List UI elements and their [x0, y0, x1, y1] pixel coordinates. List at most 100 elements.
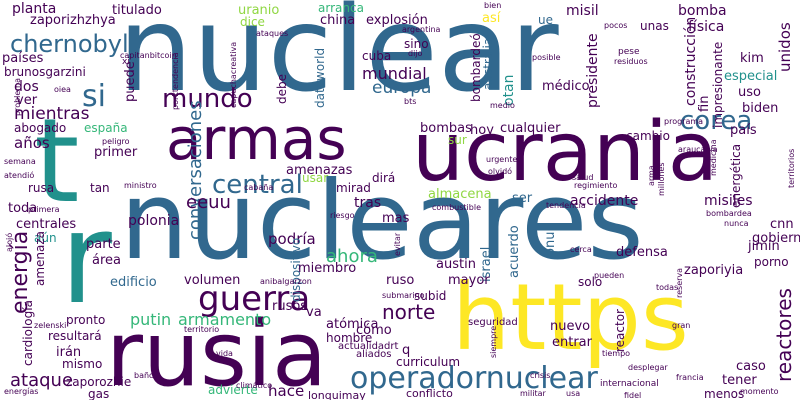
word: china — [320, 13, 356, 28]
word: francia — [676, 373, 704, 382]
word: mas — [382, 211, 410, 226]
word: pueden — [594, 271, 625, 280]
word: irán — [56, 345, 82, 360]
word: capitanbitcoin — [120, 51, 177, 60]
word: desplegar — [628, 363, 668, 372]
word: operadornuclear — [350, 361, 598, 396]
word: centrales — [16, 217, 77, 232]
word: toda — [8, 201, 38, 216]
word: uso — [738, 85, 761, 100]
word: putin — [130, 310, 172, 329]
word: titulado — [112, 3, 162, 18]
word: zelenski — [34, 321, 67, 330]
word: urgente — [486, 155, 518, 164]
word: años — [14, 134, 50, 152]
word: rusos — [272, 299, 308, 314]
word: alojó — [5, 232, 14, 252]
word: reactores — [772, 288, 796, 382]
word: explosión — [366, 13, 428, 28]
word: área — [92, 253, 121, 268]
word: reactor — [613, 309, 627, 352]
word: cualquier — [500, 121, 561, 136]
word: norte — [382, 300, 436, 324]
word: zaporizhzhya — [30, 13, 116, 28]
word: cómo — [356, 323, 392, 338]
word: armas — [166, 105, 347, 173]
word: conversaciones — [185, 100, 206, 240]
word: medio — [490, 101, 515, 110]
word: submarino — [382, 291, 425, 300]
word: sino — [404, 37, 429, 51]
word: lonquimay — [308, 389, 366, 400]
word: gran — [672, 321, 691, 330]
word: porno — [754, 255, 789, 269]
word: armamento — [178, 310, 272, 329]
word: brunosgarzini — [4, 65, 86, 79]
word: hoy — [470, 123, 494, 138]
word: actualidadrt — [338, 341, 399, 352]
word: argentina — [402, 25, 441, 34]
word: tendencia — [546, 201, 586, 210]
word: ser — [512, 191, 533, 206]
word: residuos — [614, 57, 648, 66]
word: accidente — [570, 193, 639, 209]
word: momento — [740, 387, 779, 396]
word: mundial — [362, 64, 427, 83]
word: semana — [4, 157, 36, 166]
word: capuchacreativa — [229, 41, 238, 108]
word: arranca — [318, 1, 364, 15]
word: resultará — [48, 329, 102, 343]
word: caso — [736, 359, 766, 374]
word: pocos — [604, 21, 628, 30]
word: tiempo — [602, 349, 631, 358]
word: mirad — [336, 181, 371, 195]
word: atendió — [4, 171, 35, 180]
word: aún — [34, 231, 57, 245]
word: fidel — [624, 391, 642, 400]
word: si — [82, 79, 106, 114]
word: ministro — [124, 181, 157, 190]
word: bien — [484, 1, 502, 10]
word: evitar — [393, 232, 402, 256]
word: construcción — [683, 16, 699, 106]
word: vida — [216, 349, 233, 358]
word: especial — [724, 69, 778, 84]
word: parte — [86, 237, 121, 252]
word: hombre — [326, 331, 373, 345]
word: presidente — [585, 33, 601, 108]
word: nuevo — [550, 319, 591, 334]
word: q — [402, 343, 411, 358]
word: ver — [16, 93, 38, 108]
word: posible — [532, 53, 561, 62]
word: zaporozhie — [66, 375, 132, 389]
word: nuclear — [118, 0, 559, 118]
word: va — [306, 305, 322, 320]
word: todas — [656, 283, 679, 292]
word: primer — [94, 145, 138, 160]
word: usar — [302, 171, 329, 185]
word: olvidó — [488, 167, 513, 176]
word: impresionante — [711, 41, 725, 128]
word: programa — [664, 117, 704, 126]
word: puede — [123, 61, 138, 102]
word: uranio — [238, 3, 280, 18]
word: física — [688, 19, 725, 35]
word: países — [2, 51, 44, 66]
word: combustible — [432, 203, 481, 212]
word: guerra — [198, 279, 311, 319]
word: advierte — [208, 383, 258, 397]
word: cnn — [770, 217, 794, 232]
word: usa — [566, 389, 581, 398]
word: bts — [404, 97, 417, 106]
word: kim — [740, 51, 764, 66]
word: porktendencia — [171, 52, 180, 110]
word: zaporiyia — [684, 263, 744, 278]
word: españa — [84, 121, 128, 135]
word: ruso — [386, 273, 415, 288]
word: territorios — [787, 148, 796, 188]
word: menos — [704, 387, 745, 400]
word: misiles — [704, 193, 753, 209]
word: datoworld — [313, 47, 327, 108]
word: araucanía — [678, 145, 718, 154]
word: aliados — [356, 349, 392, 360]
